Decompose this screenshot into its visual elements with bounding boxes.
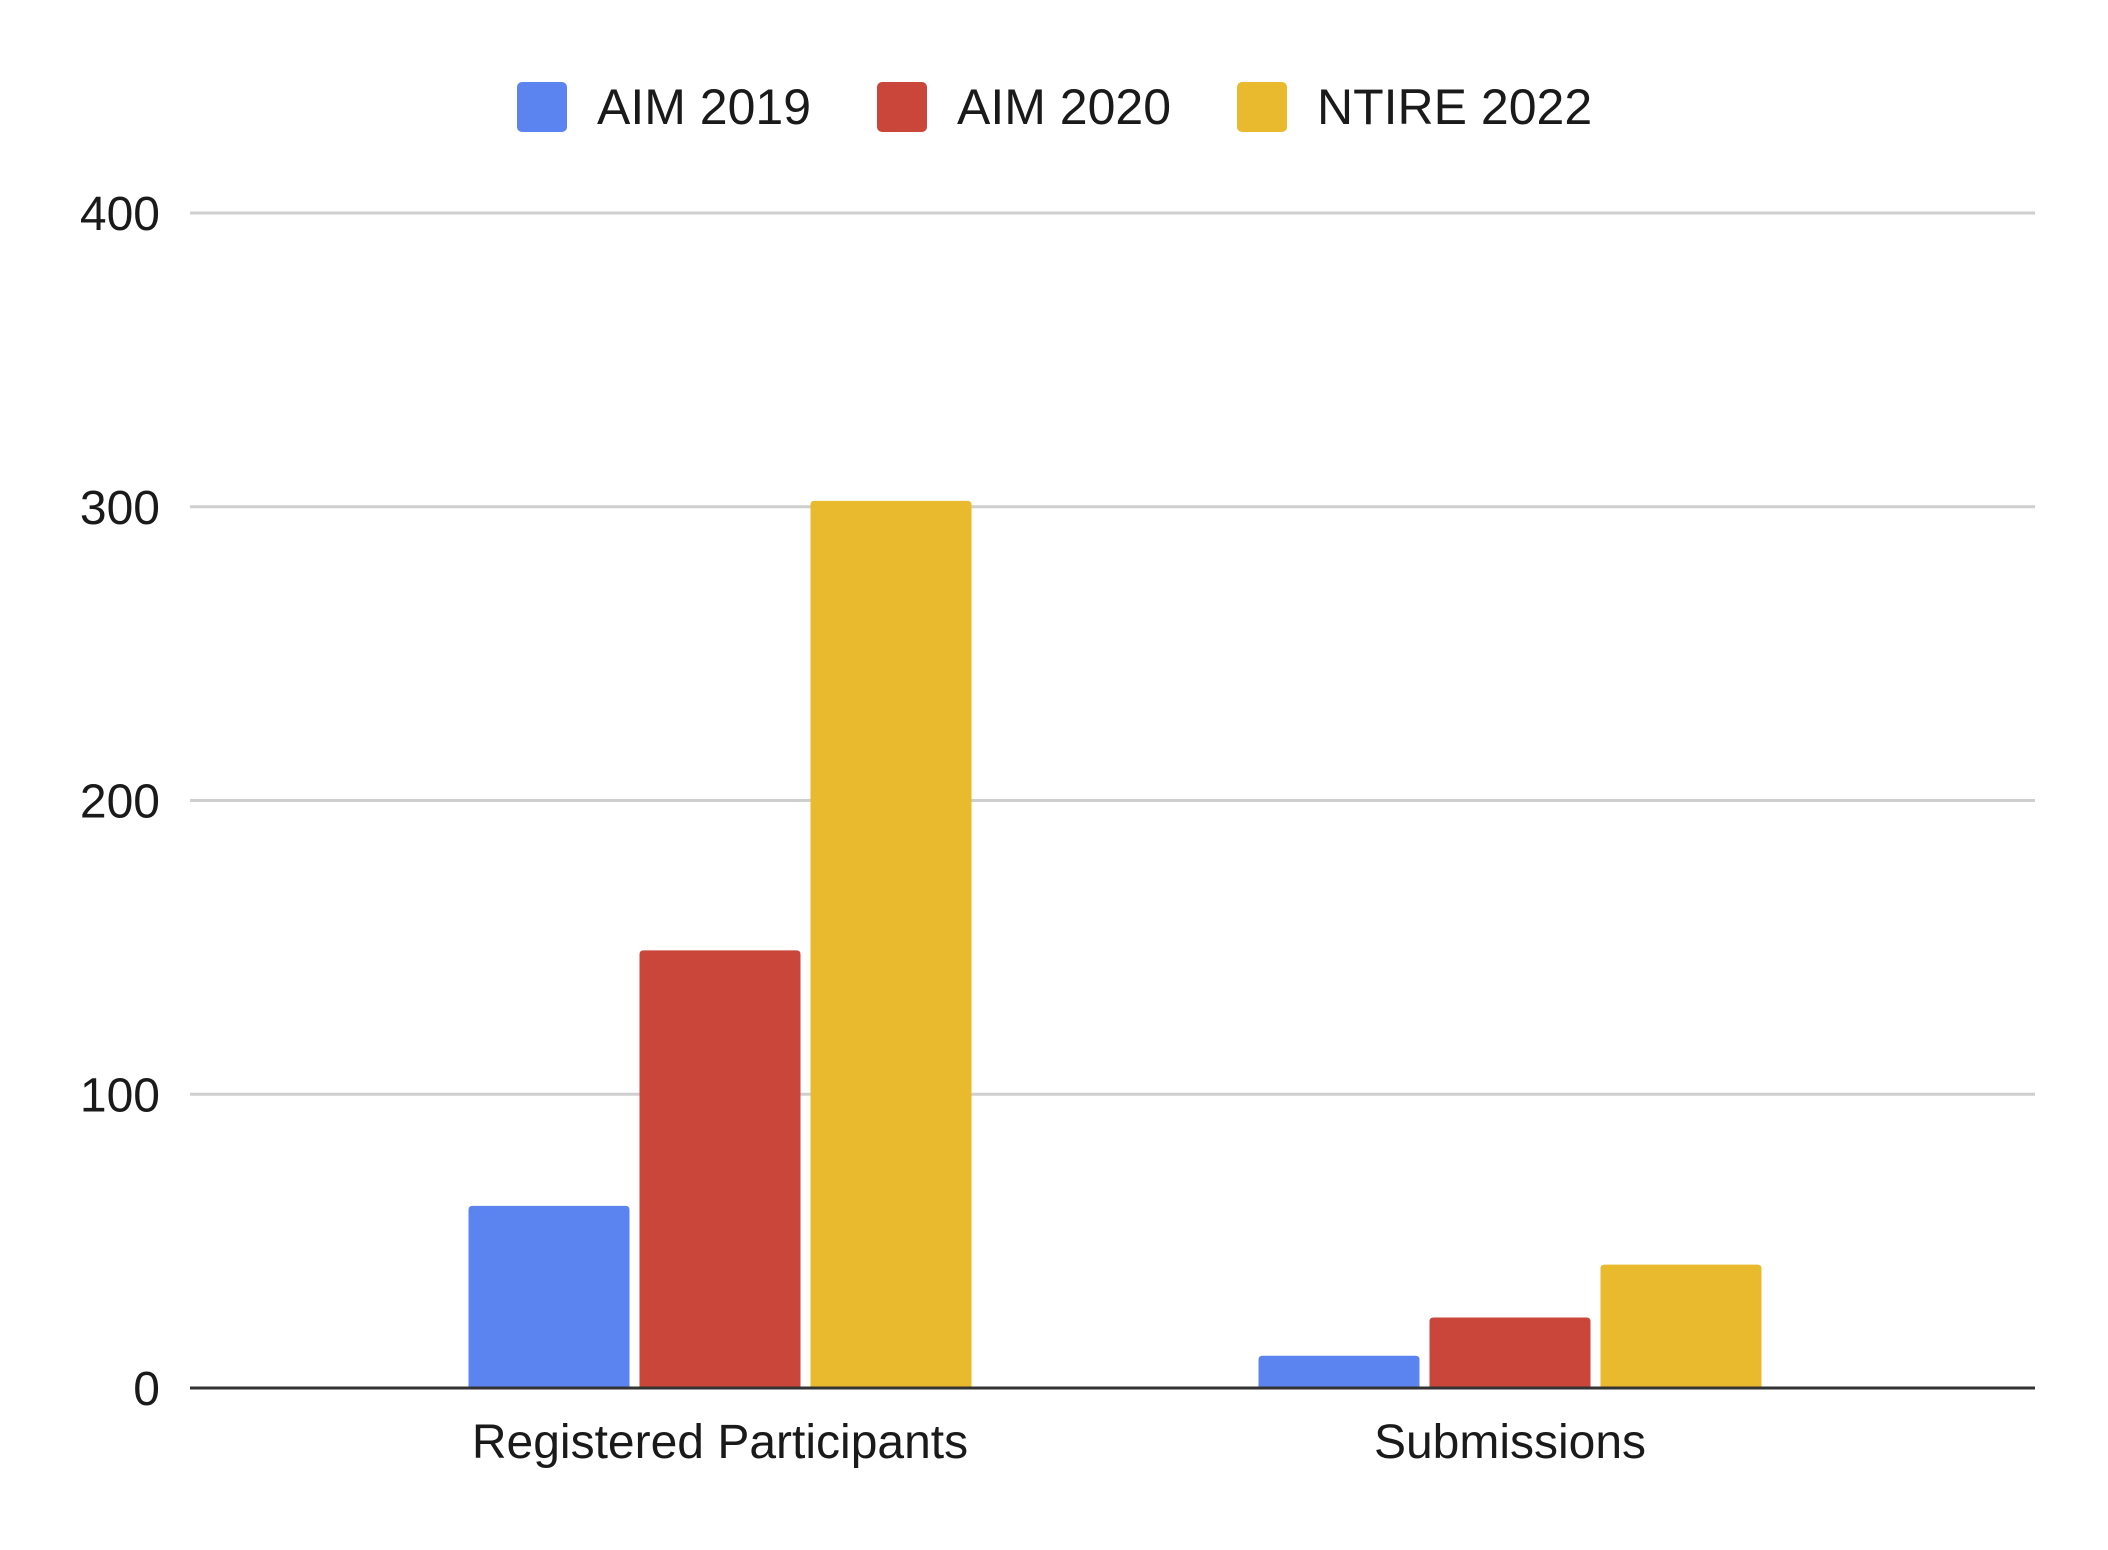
legend-label: AIM 2020 xyxy=(957,79,1171,135)
x-axis-categories: Registered Participants Submissions xyxy=(472,1416,1646,1469)
bar-aim-2020-registered-participants xyxy=(639,950,801,1388)
legend: AIM 2019 AIM 2020 NTIRE 2022 xyxy=(517,79,1592,135)
legend-swatch xyxy=(877,82,927,132)
gridlines xyxy=(190,211,2035,1096)
legend-swatch xyxy=(517,82,567,132)
y-tick-label: 400 xyxy=(80,188,160,241)
bars xyxy=(468,500,1762,1388)
y-tick-label: 100 xyxy=(80,1069,160,1122)
bar-aim-2019-registered-participants xyxy=(468,1205,630,1388)
bar-aim-2019-submissions xyxy=(1258,1355,1420,1388)
y-tick-label: 300 xyxy=(80,482,160,535)
legend-item: AIM 2019 xyxy=(517,79,811,135)
bar-aim-2020-submissions xyxy=(1429,1317,1591,1388)
y-tick-label: 200 xyxy=(80,776,160,829)
legend-item: NTIRE 2022 xyxy=(1237,79,1592,135)
y-tick-label: 0 xyxy=(133,1363,160,1416)
legend-swatch xyxy=(1237,82,1287,132)
legend-label: NTIRE 2022 xyxy=(1317,79,1592,135)
bar-ntire-2022-registered-participants xyxy=(810,500,972,1388)
bar-ntire-2022-submissions xyxy=(1600,1264,1762,1388)
x-category-label: Submissions xyxy=(1374,1416,1646,1469)
x-category-label: Registered Participants xyxy=(472,1416,968,1469)
legend-item: AIM 2020 xyxy=(877,79,1171,135)
legend-label: AIM 2019 xyxy=(597,79,811,135)
y-axis-ticks: 0 100 200 300 400 xyxy=(80,188,160,1416)
